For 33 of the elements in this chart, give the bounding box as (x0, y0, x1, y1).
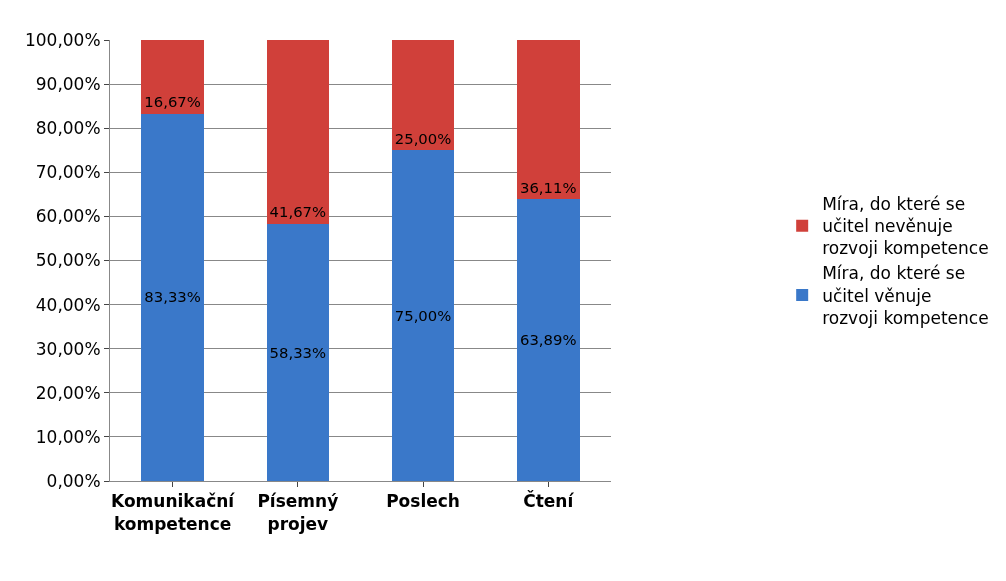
data-label: 75,00% (394, 306, 452, 324)
data-label: 25,00% (394, 129, 452, 147)
y-tick-label: 0,00% (46, 470, 101, 491)
legend-label: Míra, do které se učitel nevěnuje rozvoji kompetence (822, 194, 989, 259)
bar (391, 40, 455, 151)
y-tick-label: 90,00% (35, 74, 101, 95)
bar (141, 40, 204, 114)
y-tick-label: 70,00% (35, 162, 101, 183)
x-tick-label: Písemný projev (257, 491, 339, 534)
bar (141, 113, 204, 481)
x-tick-label: Poslech (386, 491, 460, 512)
data-label: 41,67% (269, 203, 327, 221)
legend-label: Míra, do které se učitel věnuje rozvoji kompetence (822, 263, 989, 328)
y-tick-label: 20,00% (35, 382, 101, 403)
y-tick-label: 40,00% (35, 294, 101, 315)
bar (516, 40, 580, 200)
bar (516, 199, 580, 481)
y-tick-label: 80,00% (35, 118, 101, 139)
data-label: 16,67% (144, 93, 201, 111)
x-tick-label: Komunikační kompetence (111, 491, 236, 534)
bar (266, 40, 330, 224)
x-tick-label: Čtení (523, 490, 575, 512)
data-label: 83,33% (144, 288, 201, 306)
data-label: 36,11% (519, 178, 577, 196)
y-tick-label: 30,00% (35, 338, 101, 359)
y-tick-label: 100,00% (24, 29, 101, 50)
y-tick-label: 50,00% (35, 250, 101, 271)
data-label: 63,89% (519, 331, 577, 349)
bar (266, 223, 330, 481)
y-tick-label: 10,00% (35, 426, 101, 447)
data-label: 58,33% (269, 343, 327, 361)
y-tick-label: 60,00% (35, 206, 101, 227)
bar (391, 150, 455, 481)
